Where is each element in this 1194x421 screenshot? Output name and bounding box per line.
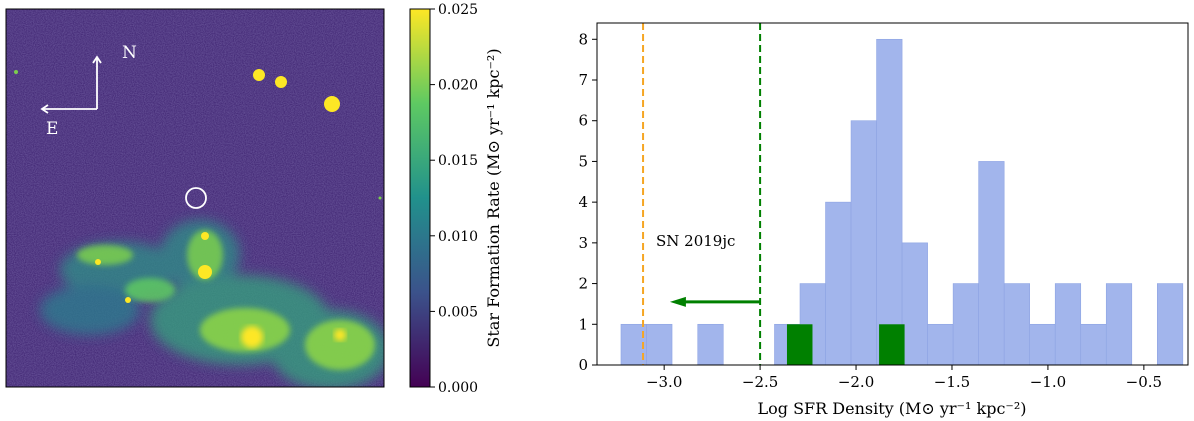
histogram-bar — [646, 323, 673, 366]
histogram-bar — [1080, 323, 1107, 366]
histogram-bar — [876, 38, 903, 366]
histogram-bar — [978, 161, 1005, 366]
colorbar-tick-label: 0.025 — [438, 2, 478, 18]
x-tick-label: −2.0 — [838, 373, 874, 391]
histogram-bar — [927, 323, 954, 366]
histogram-bar — [1003, 283, 1030, 366]
plot-frame — [596, 22, 1189, 366]
histogram-plot: SN 2019jc −3.0 −2.5 −2.0 −1.5 −1.0 −0.5 0 1 2 3 4 5… — [578, 22, 1189, 418]
sn-annotation: SN 2019jc — [656, 232, 735, 250]
sfr-map-image — [6, 9, 384, 387]
sn-position-marker — [185, 187, 207, 209]
x-tick-label: −0.5 — [1126, 373, 1162, 391]
x-tick-label: −1.5 — [934, 373, 970, 391]
x-tick-label: −3.0 — [646, 373, 682, 391]
y-tick-label: 3 — [578, 234, 588, 252]
histogram-bar — [1105, 283, 1133, 366]
y-tick-label: 0 — [578, 356, 588, 374]
y-tick-label: 5 — [578, 152, 588, 170]
colorbar-tick-label: 0.020 — [438, 78, 478, 94]
compass-east-label: E — [46, 119, 58, 139]
histogram-bar — [825, 201, 852, 366]
colorbar-tick-label: 0.010 — [438, 229, 478, 245]
x-tick-label: −2.5 — [742, 373, 778, 391]
upper-limit-arrowhead — [669, 296, 686, 307]
host-histogram-bar — [786, 324, 813, 365]
colorbar-tick-label: 0.005 — [438, 304, 478, 320]
histogram-bar — [1054, 283, 1082, 366]
colorbar: 0.000 0.005 0.010 0.015 0.020 0.025 Star Form… — [409, 2, 503, 396]
histogram-bar — [1029, 323, 1056, 366]
histogram-bar — [952, 283, 979, 366]
colorbar-label: Star Formation Rate (M⊙ yr⁻¹ kpc⁻²) — [484, 48, 503, 347]
histogram-bar — [697, 323, 724, 366]
x-tick-label: −1.0 — [1030, 373, 1066, 391]
compass: N E — [40, 43, 137, 139]
y-tick-label: 6 — [578, 112, 588, 130]
x-axis-label: Log SFR Density (M⊙ yr⁻¹ kpc⁻²) — [757, 399, 1026, 418]
y-tick-label: 8 — [578, 30, 588, 48]
compass-north-label: N — [122, 43, 137, 63]
histogram-bar — [901, 242, 928, 366]
colorbar-tick-label: 0.015 — [438, 153, 478, 169]
colorbar-gradient — [409, 8, 431, 388]
histogram-bar — [1156, 283, 1184, 366]
host-histogram-bar — [879, 324, 905, 365]
colorbar-tick-label: 0.000 — [438, 380, 478, 396]
y-tick-label: 7 — [578, 71, 588, 89]
y-tick-label: 1 — [578, 315, 588, 333]
y-tick-label: 2 — [578, 275, 588, 293]
histogram-bar — [850, 120, 877, 366]
y-tick-label: 4 — [578, 193, 588, 211]
